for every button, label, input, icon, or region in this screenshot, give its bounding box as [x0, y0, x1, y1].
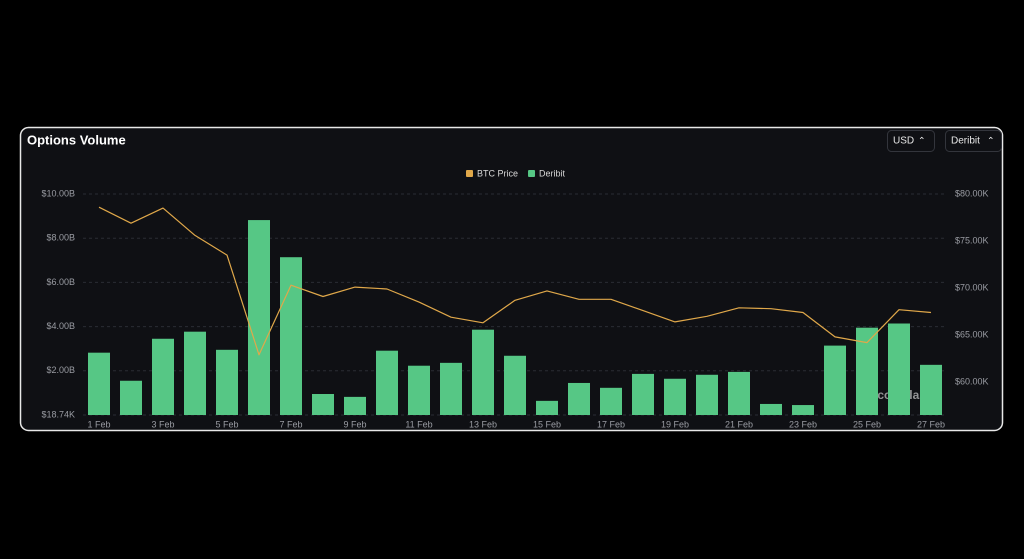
bar — [408, 365, 430, 415]
y2-tick-label: $75.00K — [955, 235, 989, 245]
y-tick-label: $2.00B — [46, 365, 75, 375]
y-tick-label: $8.00B — [46, 233, 75, 243]
x-tick-label: 23 Feb — [789, 419, 817, 429]
x-tick-label: 1 Feb — [87, 419, 110, 429]
x-tick-label: 15 Feb — [533, 419, 561, 429]
price-line — [98, 206, 932, 356]
bar — [888, 323, 910, 415]
y-tick-label: $6.00B — [46, 277, 75, 287]
bar — [792, 405, 814, 415]
x-tick-label: 9 Feb — [343, 419, 366, 429]
y2-tick-label: $60.00K — [955, 376, 989, 386]
x-tick-label: 27 Feb — [917, 419, 945, 429]
bar — [664, 378, 686, 415]
x-tick-label: 17 Feb — [597, 419, 625, 429]
y-tick-label: $4.00B — [46, 321, 75, 331]
x-tick-label: 7 Feb — [279, 419, 302, 429]
x-tick-label: 21 Feb — [725, 419, 753, 429]
x-tick-label: 5 Feb — [215, 419, 238, 429]
x-tick-label: 3 Feb — [151, 419, 174, 429]
y2-tick-label: $70.00K — [955, 282, 989, 292]
bar — [728, 371, 750, 415]
bar — [376, 350, 398, 415]
bar — [344, 396, 366, 415]
currency-select[interactable] — [887, 130, 935, 152]
chart-title: Options Volume — [27, 132, 126, 147]
legend-swatch — [528, 170, 536, 177]
x-tick-label: 19 Feb — [661, 419, 689, 429]
bar — [632, 373, 654, 415]
y-tick-label: $10.00B — [41, 188, 75, 198]
bar — [536, 400, 558, 415]
legend-label: BTC Price — [477, 168, 518, 178]
x-tick-label: 25 Feb — [853, 419, 881, 429]
legend-label: Deribit — [539, 168, 566, 178]
y2-tick-label: $65.00K — [955, 329, 989, 339]
bar — [248, 220, 270, 415]
bar — [120, 380, 142, 415]
bar — [824, 345, 846, 415]
bar — [696, 374, 718, 415]
bar — [568, 382, 590, 415]
bar — [440, 362, 462, 415]
x-tick-label: 13 Feb — [469, 419, 497, 429]
select-arrow: ⌃ — [918, 135, 926, 145]
y-tick-label: $18.74K — [41, 409, 75, 419]
y2-tick-label: $80.00K — [955, 188, 989, 198]
legend-swatch — [466, 170, 473, 177]
currency-label[interactable]: USD — [893, 136, 914, 147]
bar — [504, 355, 526, 415]
bar — [856, 327, 878, 415]
exchange-select[interactable] — [945, 130, 1002, 152]
bar — [216, 349, 238, 415]
bar — [152, 338, 174, 415]
bar — [920, 364, 942, 415]
x-tick-label: 11 Feb — [405, 419, 432, 429]
bar — [280, 257, 302, 415]
bar — [88, 352, 110, 415]
bar — [312, 394, 334, 415]
bar — [472, 329, 494, 415]
exchange-label[interactable]: Deribit — [951, 136, 980, 147]
bar — [184, 331, 206, 415]
bar — [600, 387, 622, 415]
select-arrow: ⌃ — [987, 135, 995, 145]
bar — [760, 403, 782, 415]
